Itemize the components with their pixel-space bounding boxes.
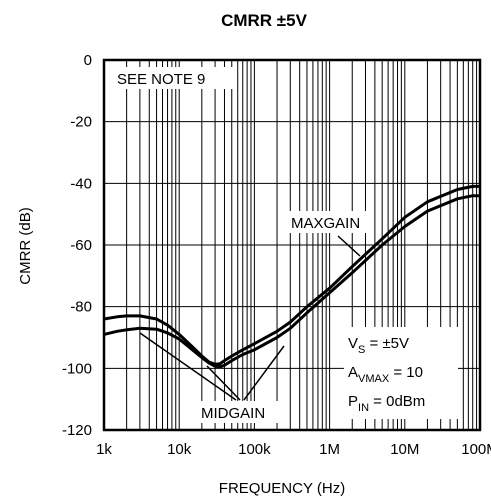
condition-avmax: AVMAX = 10 xyxy=(348,364,423,385)
series-line-midgain xyxy=(103,194,480,369)
series-layer xyxy=(103,184,480,369)
y-tick-label: -20 xyxy=(70,114,92,131)
midgain-leader-2 xyxy=(206,365,241,401)
series-line-maxgain xyxy=(103,184,480,366)
midgain-label: MIDGAIN xyxy=(201,405,265,422)
condition-vs: VS = ±5V xyxy=(348,335,409,356)
conditions-bg xyxy=(344,327,458,419)
midgain-label-bg xyxy=(198,401,282,423)
x-tick-label: 100k xyxy=(238,441,271,458)
note-box-bg xyxy=(113,67,233,89)
condition-pin: PIN = 0dBm xyxy=(348,393,425,414)
x-tick-label: 10k xyxy=(167,441,192,458)
plot-frame xyxy=(102,58,482,432)
x-tick-label: 1k xyxy=(96,441,112,458)
midgain-leader-3 xyxy=(243,345,285,401)
y-tick-label: -60 xyxy=(70,237,92,254)
y-tick-label: -120 xyxy=(62,422,92,439)
chart-title: CMRR ±5V xyxy=(221,11,307,30)
midgain-leader-1 xyxy=(139,332,237,401)
tick-labels: 1k 10k 100k 1M 10M 100M 0 -20 -40 -60 -80 -100 -120 xyxy=(62,52,491,458)
y-tick-label: -100 xyxy=(62,360,92,377)
y-tick-label: -80 xyxy=(70,299,92,316)
x-tick-label: 10M xyxy=(390,441,419,458)
x-tick-label: 100M xyxy=(461,441,491,458)
maxgain-label-bg xyxy=(288,211,372,233)
x-tick-label: 1M xyxy=(319,441,340,458)
y-axis-label: CMRR (dB) xyxy=(17,207,34,285)
y-tick-label: -40 xyxy=(70,175,92,192)
maxgain-label: MAXGAIN xyxy=(291,215,360,232)
note-label: SEE NOTE 9 xyxy=(117,71,205,88)
maxgain-leader xyxy=(337,235,361,257)
x-axis-label: FREQUENCY (Hz) xyxy=(219,480,345,497)
y-tick-label: 0 xyxy=(84,52,92,69)
